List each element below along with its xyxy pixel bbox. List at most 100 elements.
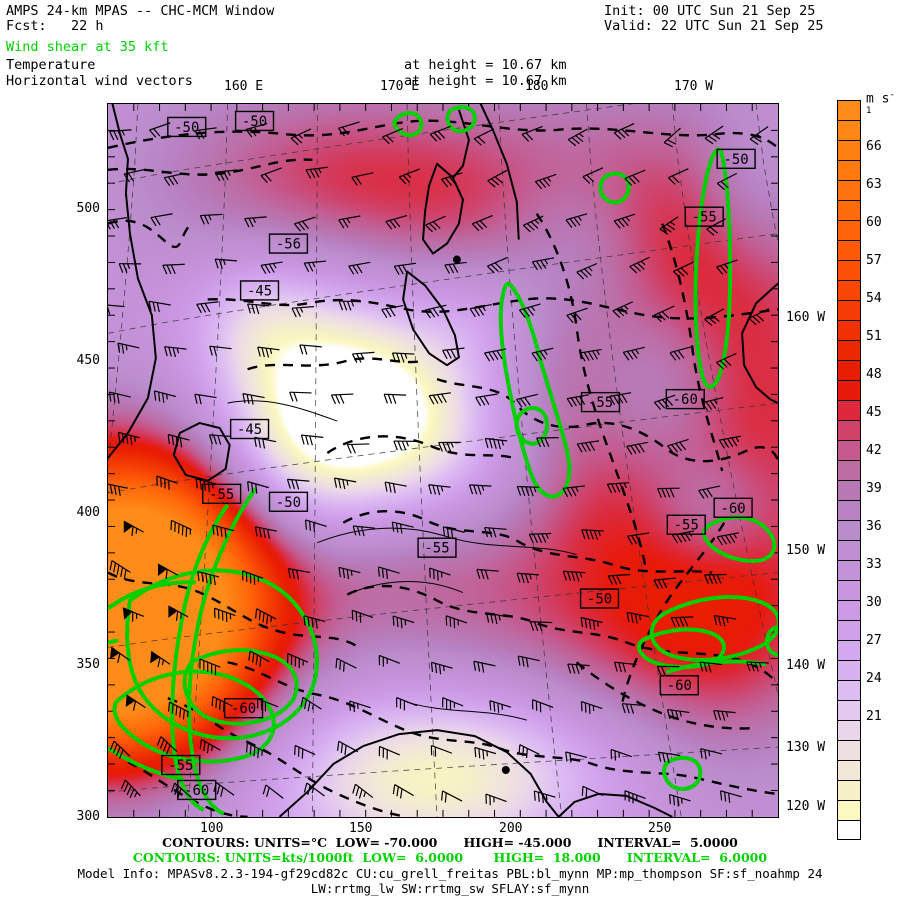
colorbar-swatch[interactable] [837,320,861,340]
colorbar-swatch[interactable] [837,780,861,800]
svg-text:-60: -60 [667,678,692,694]
temperature-label: Temperature [6,57,96,73]
page-title: AMPS 24-km MPAS -- CHC-MCM Window [6,3,275,19]
colorbar-swatch[interactable] [837,380,861,400]
colorbar-swatch[interactable] [837,140,861,160]
colorbar-swatch[interactable] [837,160,861,180]
contour-label: -55 [161,754,201,776]
x-tick-label: 100 [200,821,224,836]
frame-ticks [108,104,778,817]
contours-temperature-info: CONTOURS: UNITS=°C LOW= -70.000 HIGH= -4… [162,835,738,850]
colorbar-swatch[interactable] [837,580,861,600]
colorbar-swatch[interactable] [837,460,861,480]
coastlines [108,104,778,817]
contour-label: -60 [665,388,705,410]
colorbar-tick-label: 48 [866,367,882,382]
x-tick-label: 150 [349,821,373,836]
colorbar-swatch[interactable] [837,120,861,140]
colorbar-tick-label: 24 [866,671,882,686]
x-tick-label: 200 [499,821,523,836]
colorbar-swatch[interactable] [837,400,861,420]
contour-label: -55 [417,537,457,558]
colorbar-swatch[interactable] [837,300,861,320]
wind-shear-contours [108,105,778,816]
colorbar-tick-label: 21 [866,709,882,724]
colorbar-swatch[interactable] [837,180,861,200]
wind-shear-label: Wind shear at 35 kft [6,39,169,55]
contour-label: -45 [239,280,280,301]
colorbar-swatch[interactable] [837,280,861,300]
right-lon-label: 160 W [786,310,826,325]
contour-label: -50 [167,116,207,138]
svg-text:-55: -55 [674,518,699,534]
colorbar[interactable] [837,100,861,840]
graticule [108,104,778,817]
colorbar-swatch[interactable] [837,620,861,640]
colorbar-swatch[interactable] [837,260,861,280]
svg-text:-60: -60 [231,701,256,717]
colorbar-swatch[interactable] [837,560,861,580]
map-plot-area[interactable]: -50 -50 -56 -45 -45 -55 -50 -55 -60 -55 -60 -50 -55 -… [107,103,779,818]
right-lon-label: 150 W [786,543,826,558]
colorbar-swatch[interactable] [837,240,861,260]
colorbar-swatch[interactable] [837,540,861,560]
contour-label: -50 [268,491,309,512]
colorbar-swatch[interactable] [837,340,861,360]
contour-label: -50 [234,110,275,132]
top-lon-label: 170 E [380,79,420,94]
contour-label: -55 [684,206,724,227]
colorbar-swatch[interactable] [837,640,861,660]
colorbar-tick-label: 42 [866,443,882,458]
colorbar-swatch[interactable] [837,500,861,520]
contour-label: -45 [229,418,270,440]
colorbar-swatch[interactable] [837,420,861,440]
svg-text:-45: -45 [237,422,262,438]
colorbar-swatch[interactable] [837,660,861,680]
colorbar-swatch[interactable] [837,820,861,840]
y-tick-label: 500 [76,201,100,216]
colorbar-unit-exponent: -1 [866,90,895,117]
colorbar-swatch[interactable] [837,720,861,740]
colorbar-tick-label: 60 [866,215,882,230]
colorbar-swatch[interactable] [837,680,861,700]
svg-text:-45: -45 [247,283,272,299]
top-lon-label: 180 [525,79,549,94]
colorbar-swatch[interactable] [837,520,861,540]
contour-label: -60 [177,779,217,801]
y-tick-label: 400 [76,505,100,520]
forecast-hour: Fcst: 22 h [6,18,104,34]
colorbar-tick-label: 66 [866,139,882,154]
colorbar-swatch[interactable] [837,440,861,460]
colorbar-swatch[interactable] [837,700,861,720]
y-tick-label: 300 [76,809,100,824]
colorbar-tick-label: 54 [866,291,882,306]
model-info-line1: Model Info: MPASv8.2.3-194-gf29cd82c CU:… [77,866,823,881]
init-time: Init: 00 UTC Sun 21 Sep 25 [604,3,816,19]
colorbar-swatch[interactable] [837,600,861,620]
colorbar-swatch[interactable] [837,200,861,220]
contour-label-group: -50 -50 -56 -45 -45 -55 -50 -55 -60 -55 -60 -50 -55 -… [161,110,756,801]
colorbar-swatch[interactable] [837,480,861,500]
svg-text:-50: -50 [587,591,612,607]
wind-height: at height = 10.67 km [404,73,567,89]
svg-text:-60: -60 [184,783,209,799]
model-info-line2: LW:rrtmg_lw SW:rrtmg_sw SFLAY:sf_mynn [310,881,590,896]
colorbar-swatch[interactable] [837,360,861,380]
svg-text:-50: -50 [724,152,749,168]
colorbar-swatch[interactable] [837,760,861,780]
colorbar-swatch[interactable] [837,740,861,760]
contour-label: -60 [713,497,753,518]
contour-label: -50 [716,148,756,170]
colorbar-tick-label: 51 [866,329,882,344]
svg-text:-50: -50 [242,114,267,130]
y-tick-label: 450 [76,353,100,368]
colorbar-swatch[interactable] [837,800,861,820]
right-lon-label: 130 W [786,740,826,755]
contour-label: -55 [666,514,706,535]
top-lon-label: 170 W [674,79,714,94]
colorbar-tick-label: 30 [866,595,882,610]
colorbar-swatch[interactable] [837,220,861,240]
contour-label: -56 [268,233,309,254]
colorbar-swatch[interactable] [837,100,861,120]
contour-label: -60 [659,675,699,696]
